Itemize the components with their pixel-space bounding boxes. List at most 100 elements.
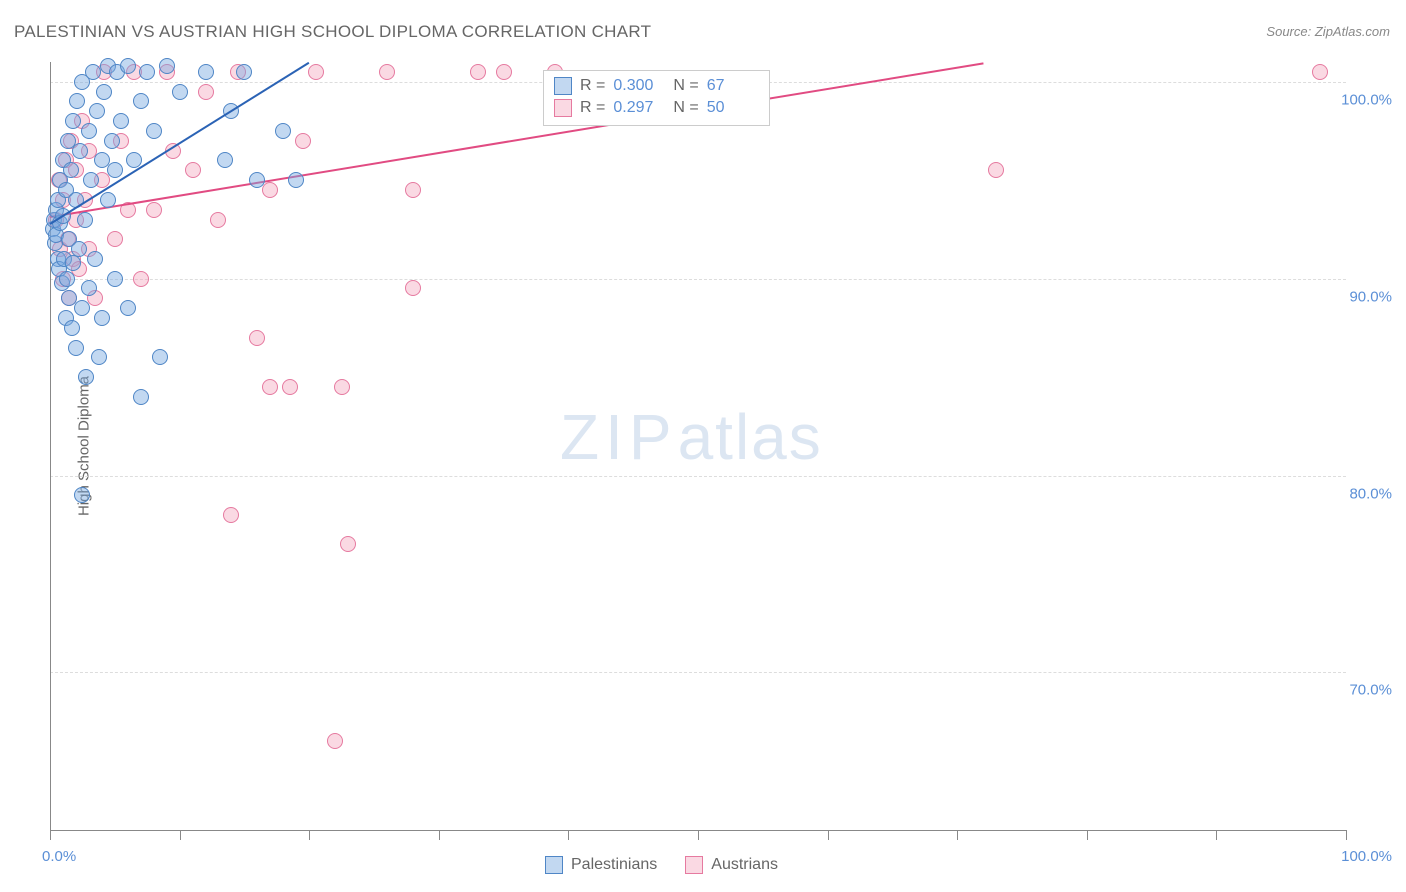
data-point: [198, 64, 214, 80]
data-point: [59, 271, 75, 287]
x-min-label: 0.0%: [42, 848, 76, 865]
data-point: [91, 349, 107, 365]
data-point: [217, 152, 233, 168]
data-point: [87, 251, 103, 267]
data-point: [78, 369, 94, 385]
data-point: [210, 212, 226, 228]
data-point: [496, 64, 512, 80]
data-point: [236, 64, 252, 80]
data-point: [107, 162, 123, 178]
data-point: [282, 379, 298, 395]
data-point: [152, 349, 168, 365]
data-point: [334, 379, 350, 395]
data-point: [262, 182, 278, 198]
data-point: [146, 202, 162, 218]
data-point: [89, 103, 105, 119]
data-point: [74, 300, 90, 316]
x-tick: [698, 830, 699, 840]
data-point: [379, 64, 395, 80]
data-point: [107, 231, 123, 247]
data-point: [198, 84, 214, 100]
data-point: [405, 182, 421, 198]
data-point: [71, 241, 87, 257]
data-point: [340, 536, 356, 552]
data-point: [133, 271, 149, 287]
source-attribution: Source: ZipAtlas.com: [1266, 24, 1390, 39]
r-label: R =: [580, 97, 605, 119]
x-tick: [1346, 830, 1347, 840]
data-point: [133, 93, 149, 109]
data-point: [185, 162, 201, 178]
x-tick: [828, 830, 829, 840]
legend-item: Austrians: [685, 856, 778, 874]
data-point: [1312, 64, 1328, 80]
x-tick: [1087, 830, 1088, 840]
data-point: [139, 64, 155, 80]
data-point: [64, 320, 80, 336]
data-point: [120, 300, 136, 316]
legend-row: R = 0.300 N = 67: [554, 75, 759, 97]
x-max-label: 100.0%: [1341, 848, 1392, 865]
x-tick: [50, 830, 51, 840]
y-tick-label: 90.0%: [1349, 288, 1392, 305]
n-label: N =: [673, 75, 698, 97]
data-point: [308, 64, 324, 80]
chart-title: PALESTINIAN VS AUSTRIAN HIGH SCHOOL DIPL…: [14, 22, 651, 42]
r-value: 0.297: [613, 97, 665, 119]
data-point: [470, 64, 486, 80]
data-point: [104, 133, 120, 149]
legend-swatch: [545, 856, 563, 874]
n-value: 67: [707, 75, 759, 97]
legend-swatch: [554, 77, 572, 95]
n-value: 50: [707, 97, 759, 119]
data-point: [120, 58, 136, 74]
data-point: [96, 84, 112, 100]
data-point: [107, 271, 123, 287]
gridline: [50, 476, 1346, 477]
data-point: [249, 330, 265, 346]
legend-item: Palestinians: [545, 856, 657, 874]
data-point: [85, 64, 101, 80]
data-point: [63, 162, 79, 178]
data-point: [327, 733, 343, 749]
data-point: [77, 212, 93, 228]
data-point: [113, 113, 129, 129]
data-point: [74, 487, 90, 503]
source-label: Source:: [1266, 24, 1311, 39]
x-tick: [439, 830, 440, 840]
y-tick-label: 70.0%: [1349, 682, 1392, 699]
x-tick: [568, 830, 569, 840]
r-label: R =: [580, 75, 605, 97]
data-point: [81, 123, 97, 139]
trend-line: [50, 62, 983, 218]
x-tick: [1216, 830, 1217, 840]
data-point: [288, 172, 304, 188]
y-tick-label: 100.0%: [1341, 91, 1392, 108]
data-point: [146, 123, 162, 139]
data-point: [275, 123, 291, 139]
data-point: [262, 379, 278, 395]
data-point: [68, 340, 84, 356]
data-point: [94, 310, 110, 326]
correlation-legend: R = 0.300 N = 67R = 0.297 N = 50: [543, 70, 770, 126]
x-tick: [957, 830, 958, 840]
r-value: 0.300: [613, 75, 665, 97]
scatter-plot: [50, 62, 1346, 830]
data-point: [133, 389, 149, 405]
data-point: [405, 280, 421, 296]
data-point: [295, 133, 311, 149]
data-point: [988, 162, 1004, 178]
legend-label: Austrians: [711, 856, 778, 874]
gridline: [50, 672, 1346, 673]
data-point: [72, 143, 88, 159]
legend-label: Palestinians: [571, 856, 657, 874]
legend-swatch: [685, 856, 703, 874]
data-point: [69, 93, 85, 109]
source-value: ZipAtlas.com: [1315, 24, 1390, 39]
x-tick: [309, 830, 310, 840]
data-point: [172, 84, 188, 100]
x-tick: [180, 830, 181, 840]
data-point: [223, 507, 239, 523]
gridline: [50, 279, 1346, 280]
series-legend: Palestinians Austrians: [545, 856, 778, 874]
